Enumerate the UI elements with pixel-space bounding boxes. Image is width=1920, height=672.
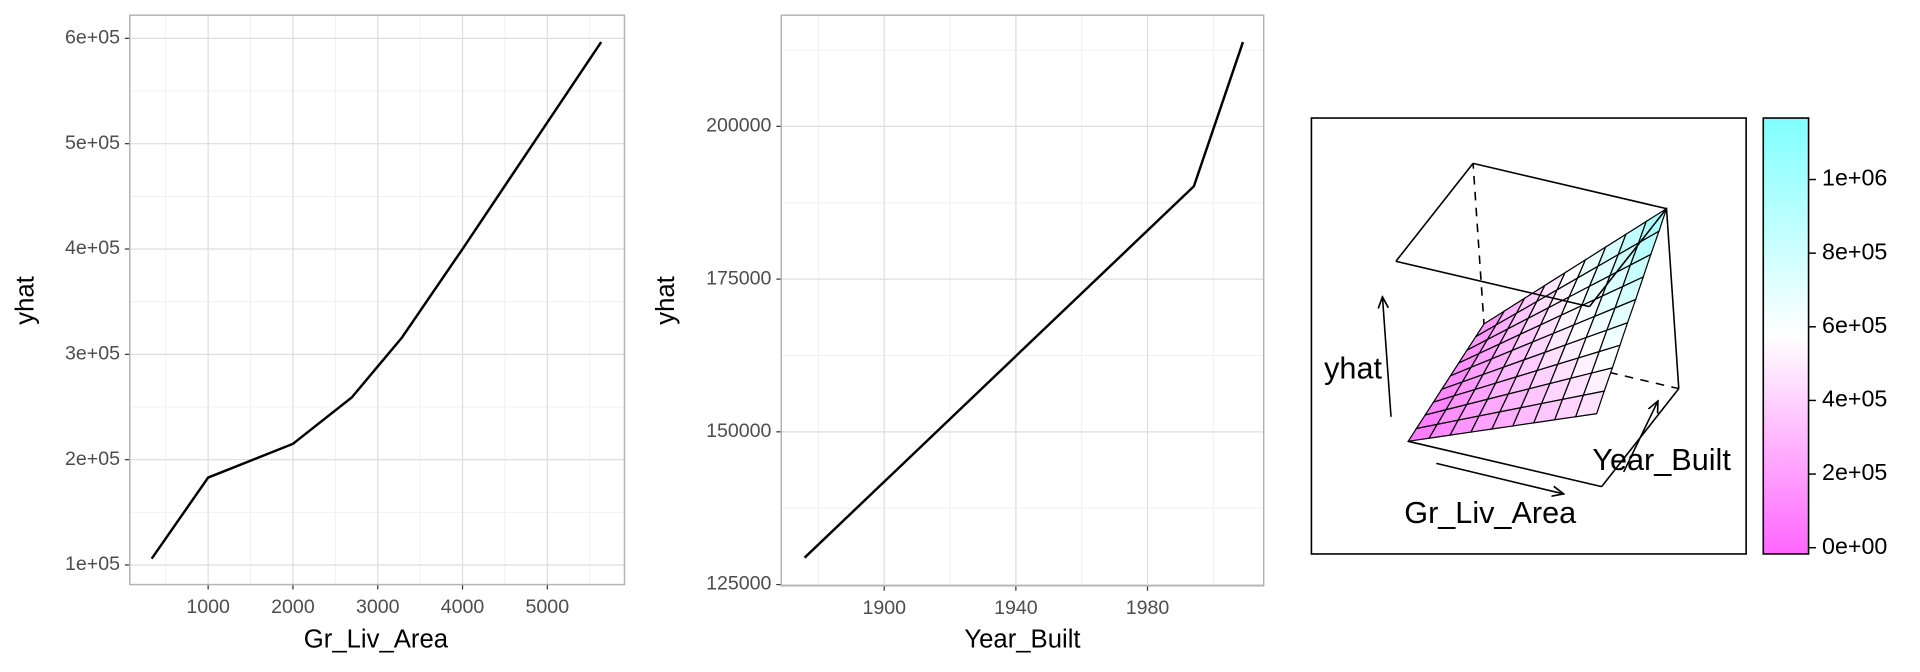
colorbar-tick-label: 0e+00 <box>1822 533 1887 559</box>
z-axis-label: yhat <box>1324 351 1382 385</box>
colorbar-tick-label: 6e+05 <box>1822 312 1887 338</box>
x-tick-label: 3000 <box>356 596 400 618</box>
colorbar-tick-label: 4e+05 <box>1822 386 1887 412</box>
colorbar-tick-label: 8e+05 <box>1822 238 1887 264</box>
y-axis-label: Year_Built <box>1592 443 1731 477</box>
x-tick-label: 1900 <box>862 597 906 619</box>
colorbar-tick-label: 2e+05 <box>1822 459 1887 485</box>
y-axis-label: yhat <box>12 276 40 325</box>
box-edge <box>1407 440 1602 488</box>
box-edge <box>1472 163 1487 344</box>
y-tick-label: 200000 <box>706 115 771 137</box>
box-edge <box>1588 208 1668 308</box>
y-tick-label: 6e+05 <box>65 27 120 49</box>
colorbar <box>1762 117 1810 555</box>
surface-cell <box>1574 390 1606 418</box>
x-axis-label: Year_Built <box>964 626 1080 654</box>
y-tick-label: 150000 <box>706 420 771 442</box>
y-tick-label: 5e+05 <box>65 132 120 154</box>
x-tick-label: 4000 <box>441 596 485 618</box>
x-axis-label: Gr_Liv_Area <box>304 626 449 654</box>
y-tick-label: 2e+05 <box>65 448 120 470</box>
y-tick-label: 4e+05 <box>65 237 120 259</box>
x-axis-label: Gr_Liv_Area <box>1404 496 1577 530</box>
panel-border <box>780 14 1265 587</box>
axis-arrow <box>1436 462 1563 494</box>
y-tick-label: 175000 <box>706 267 771 289</box>
x-tick-label: 2000 <box>271 596 315 618</box>
x-tick-label: 1940 <box>994 597 1038 619</box>
panel-border <box>129 14 626 586</box>
y-tick-label: 3e+05 <box>65 343 120 365</box>
box-edge <box>1472 162 1667 210</box>
x-tick-label: 5000 <box>526 596 570 618</box>
y-tick-label: 1e+05 <box>65 553 120 575</box>
x-tick-label: 1000 <box>186 596 230 618</box>
plot-frame <box>1310 117 1747 555</box>
colorbar-tick-label: 1e+06 <box>1822 165 1887 191</box>
y-axis-label: yhat <box>652 276 680 325</box>
box-edge <box>1395 260 1590 308</box>
axis-arrow <box>1382 297 1392 417</box>
y-tick-label: 125000 <box>706 573 771 595</box>
line <box>150 41 603 560</box>
box-edge <box>1665 208 1680 389</box>
x-tick-label: 1980 <box>1126 597 1170 619</box>
box-edge <box>1601 388 1680 488</box>
line <box>803 41 1245 559</box>
box-edge <box>1395 162 1474 262</box>
